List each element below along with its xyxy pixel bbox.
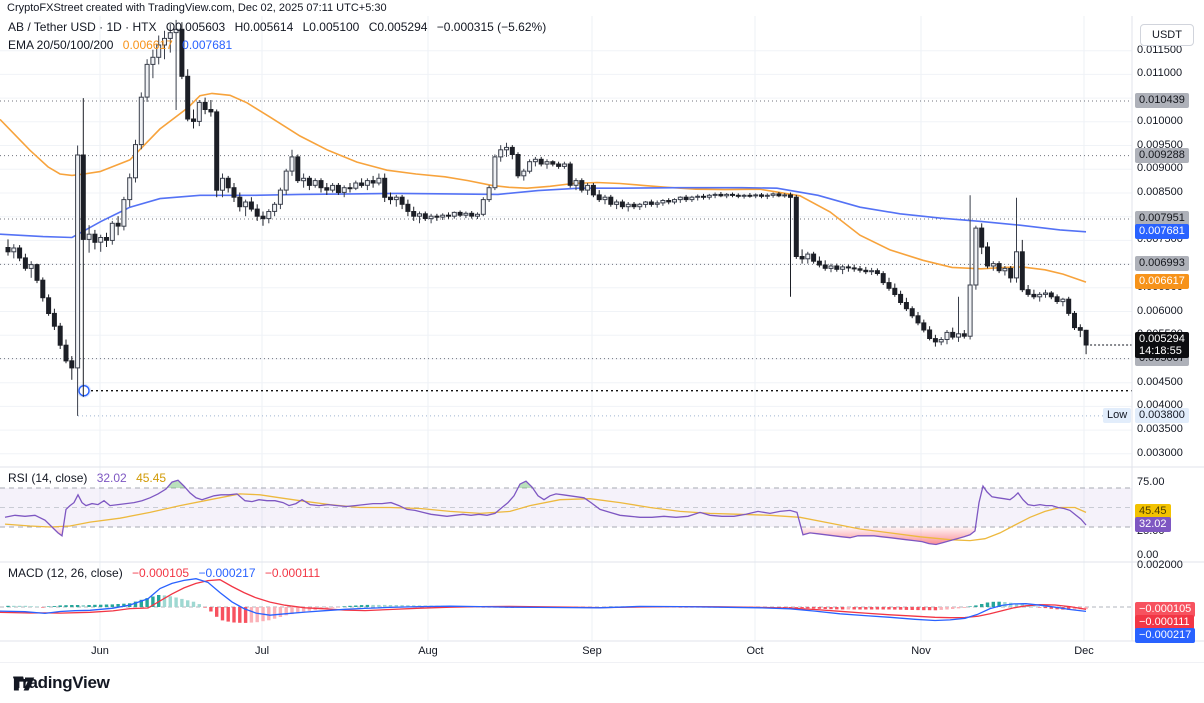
macd-signal-line bbox=[0, 579, 1087, 619]
tradingview-logo-icon bbox=[13, 677, 35, 691]
macd-histogram bbox=[6, 595, 1088, 623]
macd-line bbox=[0, 578, 1087, 622]
ohlc-close: C0.005294 bbox=[368, 20, 428, 34]
candlestick-series bbox=[5, 19, 1089, 416]
ohlc-low: L0.005100 bbox=[302, 20, 360, 34]
rsi-value: 32.02 bbox=[96, 471, 127, 485]
macd-hist-value: −0.000105 bbox=[132, 566, 190, 580]
rsi-label: RSI (14, close) bbox=[8, 471, 88, 485]
footer: TradingView bbox=[0, 663, 1204, 703]
macd-signal-value: −0.000111 bbox=[264, 566, 321, 580]
ema-label: EMA 20/50/100/200 bbox=[8, 38, 114, 52]
ohlc-open: O0.005603 bbox=[165, 20, 226, 34]
credit-text: CryptoFXStreet created with TradingView.… bbox=[7, 2, 387, 14]
ema-fast-line bbox=[0, 92, 1087, 283]
ema-fast-value: 0.006617 bbox=[122, 38, 173, 52]
low-marker-label: Low bbox=[1103, 407, 1132, 423]
tradingview-brand[interactable]: TradingView bbox=[13, 673, 110, 693]
ema-slow-line bbox=[0, 186, 1087, 239]
ohlc-high: H0.005614 bbox=[234, 20, 294, 34]
macd-label: MACD (12, 26, close) bbox=[8, 566, 123, 580]
rsi-ma-line bbox=[4, 493, 1087, 542]
credit-bar: CryptoFXStreet created with TradingView.… bbox=[0, 0, 1204, 16]
rsi-legend[interactable]: RSI (14, close) 32.02 45.45 bbox=[8, 471, 166, 485]
macd-legend[interactable]: MACD (12, 26, close) −0.000105 −0.000217… bbox=[8, 566, 320, 580]
rsi-ma-value: 45.45 bbox=[136, 471, 167, 485]
tradingview-wordmark: TradingView bbox=[13, 673, 110, 692]
currency-toggle-button[interactable]: USDT bbox=[1140, 24, 1194, 46]
symbol-title: AB / Tether USD · 1D · HTX bbox=[8, 20, 157, 34]
symbol-legend[interactable]: AB / Tether USD · 1D · HTX O0.005603 H0.… bbox=[8, 20, 546, 34]
ema-slow-value: 0.007681 bbox=[182, 38, 233, 52]
ema-legend[interactable]: EMA 20/50/100/200 0.006617 0.007681 bbox=[8, 38, 232, 52]
macd-line-value: −0.000217 bbox=[198, 566, 256, 580]
change-value: −0.000315 (−5.62%) bbox=[436, 20, 547, 34]
rsi-line bbox=[4, 479, 1087, 546]
